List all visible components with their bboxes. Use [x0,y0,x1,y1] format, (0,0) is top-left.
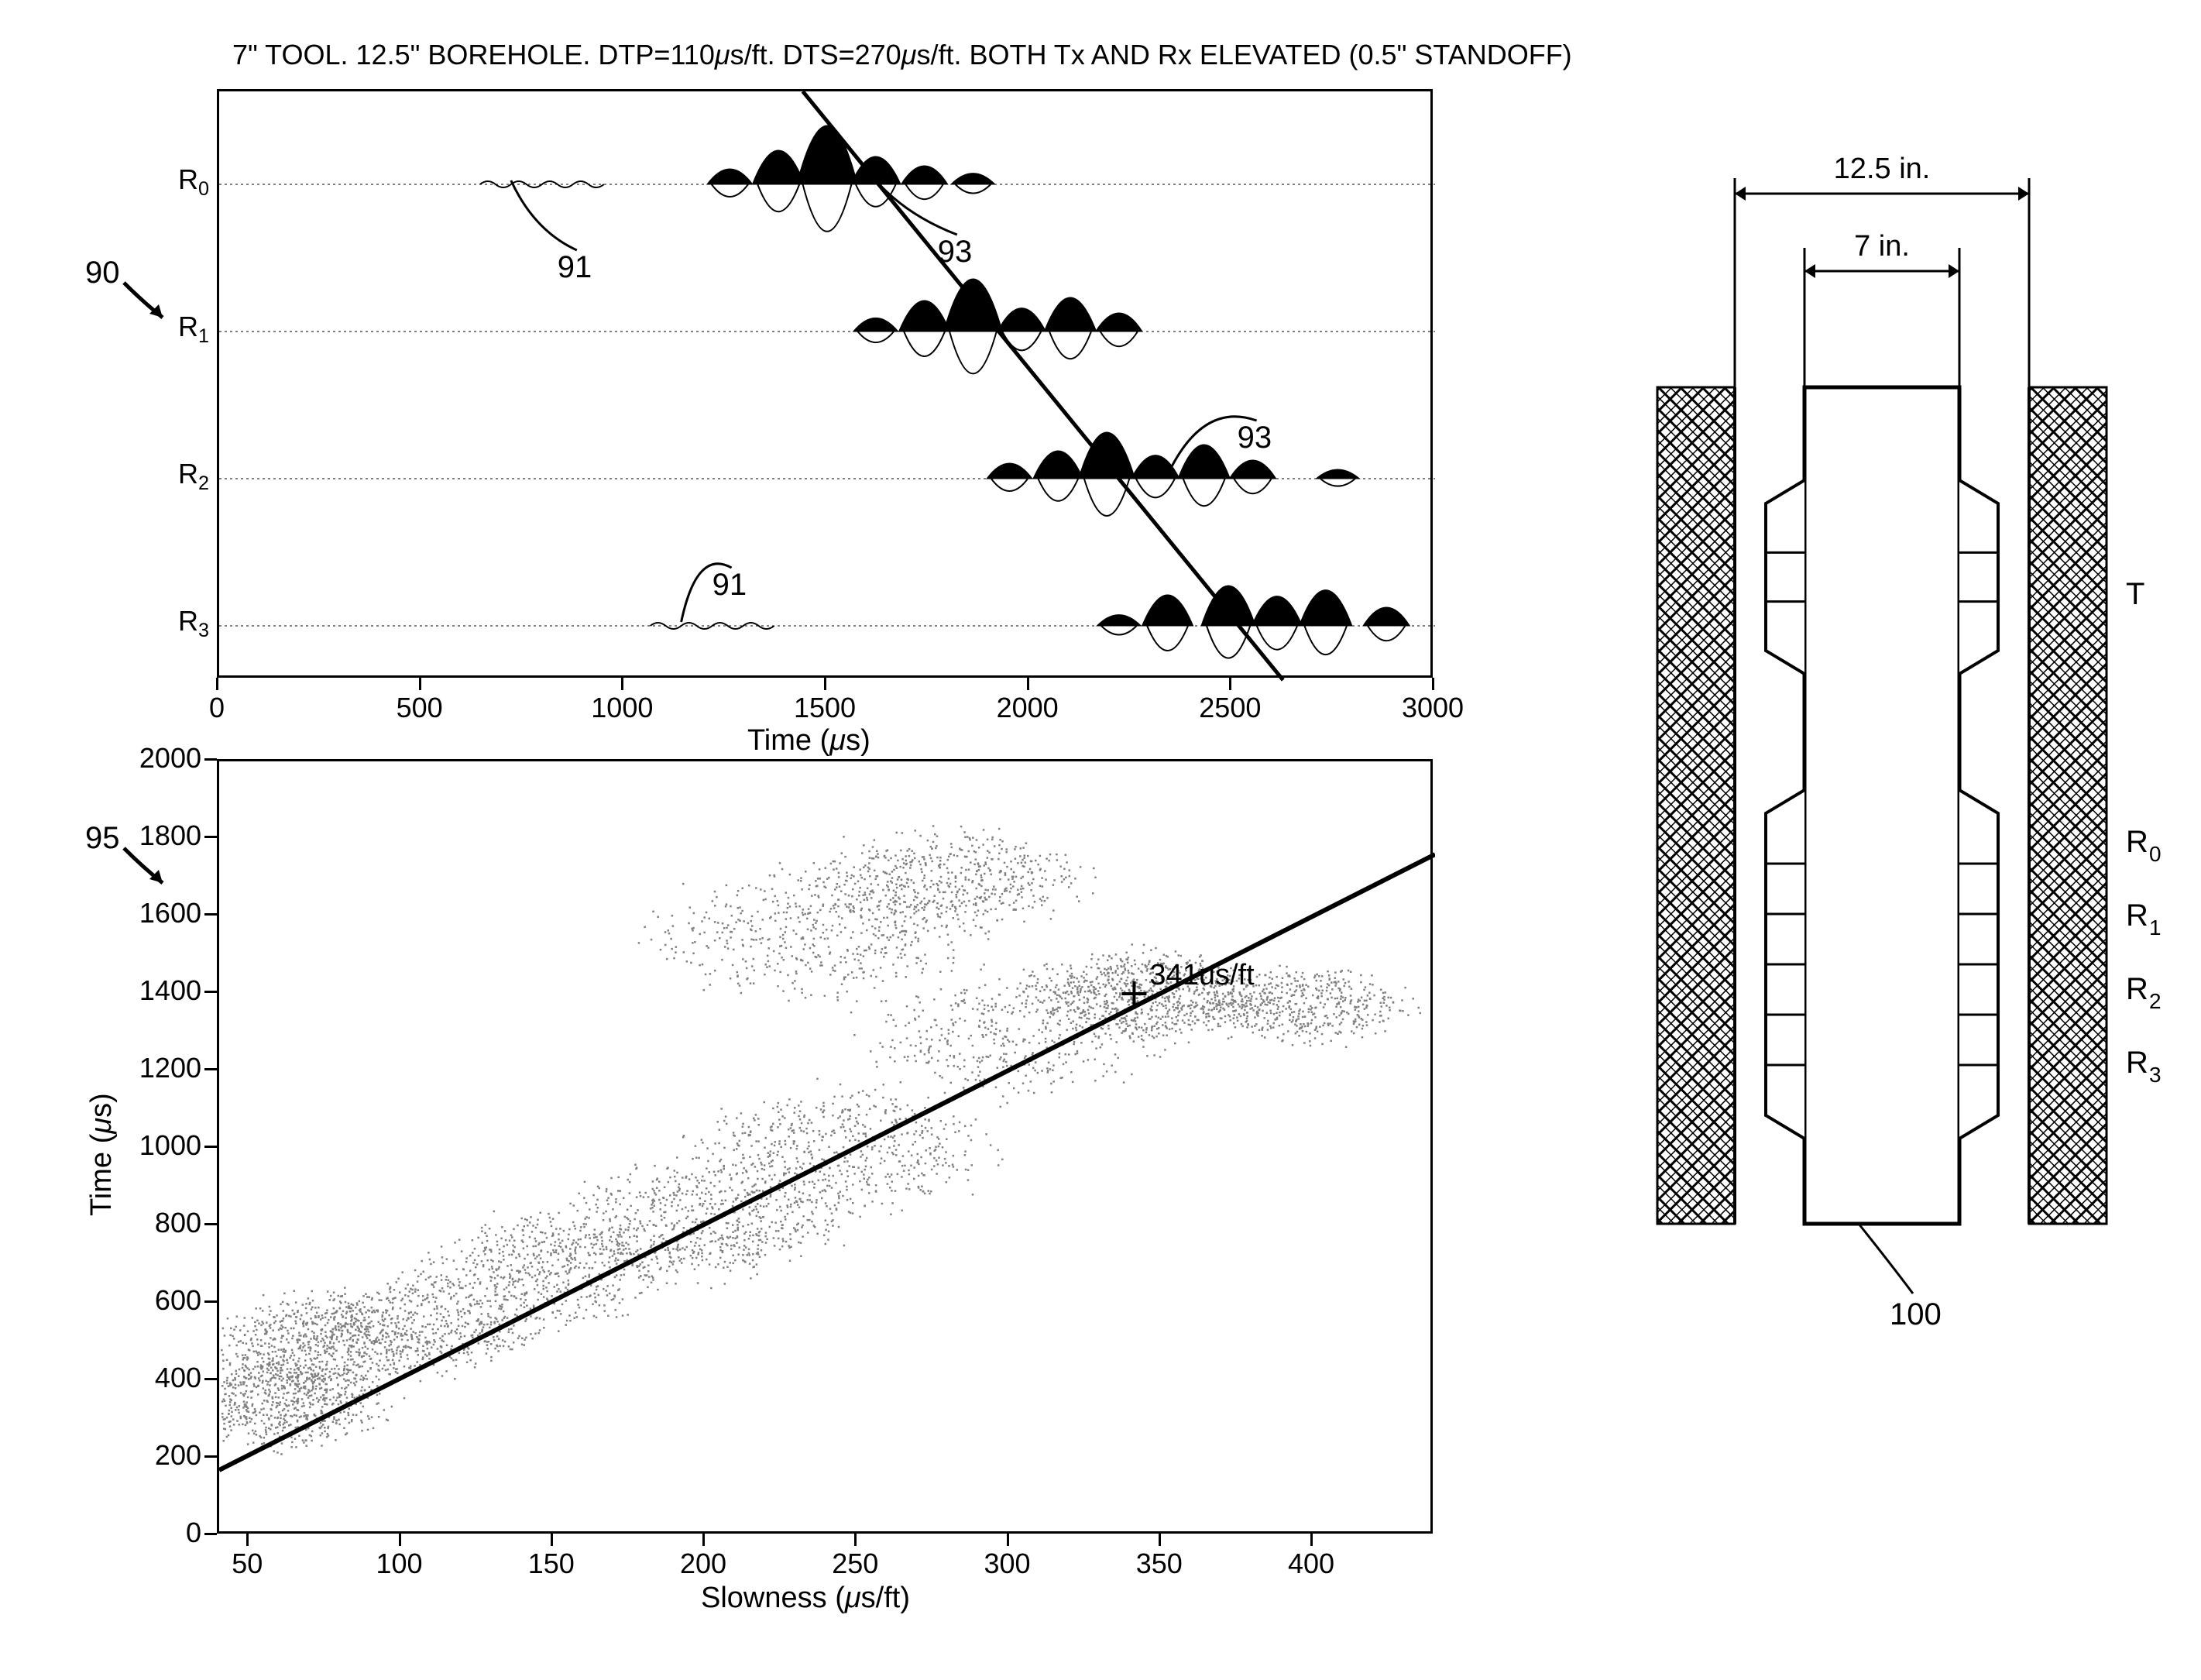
ytick-label: 600 [116,1284,201,1317]
xtick-label: 150 [513,1548,590,1580]
ytick-label: 1400 [116,974,201,1007]
x-axis-label: Time (μs) [747,724,870,758]
ytick-label: 0 [116,1517,201,1549]
trace-label: R3 [147,605,209,642]
svg-text:91: 91 [712,568,747,602]
xtick-label: 3000 [1394,692,1471,724]
trace-label: R0 [147,163,209,201]
xtick-label: 250 [816,1548,894,1580]
xtick-label: 100 [361,1548,438,1580]
xtick-label: 350 [1121,1548,1198,1580]
ytick-label: 200 [116,1439,201,1472]
xtick-label: 0 [178,692,256,724]
xtick-label: 1500 [786,692,864,724]
ytick-label: 2000 [116,742,201,775]
svg-text:93: 93 [938,235,973,269]
tool-diagram: 12.5 in.7 in.TR0R1R2R3100 [1626,147,2168,1309]
ref-label-95: 95 [85,821,120,856]
ytick-label: 1200 [116,1052,201,1084]
stc-panel: 341us/ft [217,759,1433,1534]
xtick-label: 1000 [583,692,661,724]
ytick-label: 1000 [116,1129,201,1162]
svg-text:93: 93 [1238,421,1272,455]
xtick-label: 500 [381,692,458,724]
xtick-label: 300 [969,1548,1046,1580]
ytick-label: 400 [116,1362,201,1394]
xtick-label: 50 [208,1548,286,1580]
ytick-label: 800 [116,1207,201,1239]
xtick-label: 400 [1272,1548,1350,1580]
figure-title: 7" TOOL. 12.5" BOREHOLE. DTP=110μs/ft. D… [232,39,1572,71]
xtick-label: 2500 [1191,692,1269,724]
xtick-label: 2000 [989,692,1066,724]
ref-label-90: 90 [85,256,120,290]
waveform-panel: 91 93 91 93 [217,89,1433,678]
svg-text:91: 91 [558,250,592,284]
y-axis-label: Time (μs) [85,1093,118,1216]
trace-label: R2 [147,458,209,495]
xtick-label: 200 [664,1548,742,1580]
x-axis-label: Slowness (μs/ft) [701,1582,910,1615]
